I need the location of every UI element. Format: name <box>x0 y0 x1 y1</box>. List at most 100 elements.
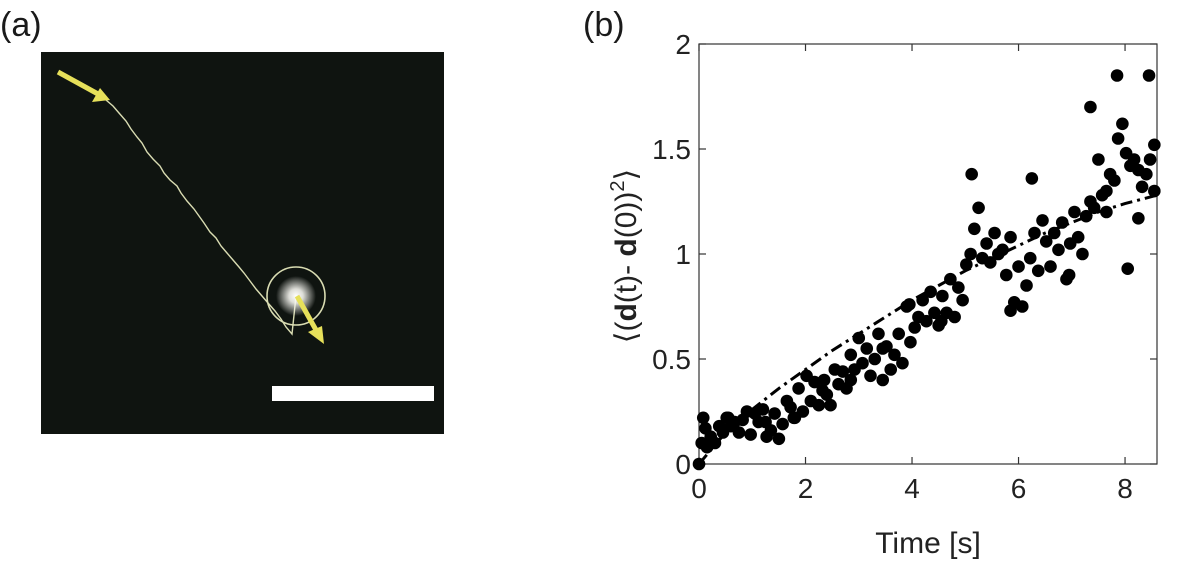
data-point <box>903 298 916 311</box>
image-background <box>41 52 444 434</box>
data-point <box>1135 180 1149 194</box>
data-point <box>784 401 797 414</box>
y-tick-label: 0.5 <box>652 344 691 375</box>
arrow-icon <box>294 294 324 344</box>
data-point <box>792 382 805 395</box>
data-point <box>856 356 869 370</box>
data-point <box>972 201 985 215</box>
data-point <box>965 167 978 181</box>
y-tick-label: 2 <box>675 29 691 60</box>
data-point <box>776 417 789 431</box>
data-point <box>836 365 850 378</box>
data-point <box>817 373 831 387</box>
data-point <box>1100 205 1113 219</box>
data-point <box>1062 268 1076 282</box>
data-point <box>999 268 1013 282</box>
data-point <box>888 348 901 362</box>
data-point <box>980 237 993 250</box>
msd-chart: 0 2 4 6 8 0 0.5 1 1.5 2 <box>652 29 1161 504</box>
data-point <box>1068 205 1081 219</box>
data-point <box>796 405 810 418</box>
data-point <box>896 356 909 370</box>
data-point <box>1140 167 1153 181</box>
data-point <box>904 335 917 349</box>
data-point <box>1084 100 1097 114</box>
data-point <box>1100 184 1113 198</box>
y-tick-label: 0 <box>675 449 691 480</box>
data-point <box>1023 251 1037 265</box>
data-point <box>876 373 890 387</box>
data-point <box>928 306 941 320</box>
data-point <box>1044 260 1057 273</box>
tracking-circle <box>266 266 326 326</box>
data-point <box>860 342 874 355</box>
particle-image <box>41 52 444 434</box>
data-point <box>756 403 770 416</box>
data-point <box>872 327 885 341</box>
data-point <box>864 369 877 383</box>
data-point <box>787 411 801 425</box>
scale-bar <box>272 386 434 401</box>
data-point <box>768 407 781 420</box>
data-point <box>988 226 1001 240</box>
data-point <box>1142 69 1156 82</box>
data-point <box>876 342 890 355</box>
data-point <box>824 398 837 412</box>
y-tick-label: 1.5 <box>652 134 691 165</box>
data-point <box>920 314 933 328</box>
data-point <box>1025 172 1039 185</box>
data-point <box>1052 243 1065 257</box>
data-point <box>1127 153 1141 166</box>
data-point <box>695 436 708 450</box>
x-tick-label: 8 <box>1117 473 1133 504</box>
data-point <box>1092 153 1105 166</box>
data-point <box>1132 212 1145 225</box>
data-point <box>808 375 821 389</box>
data-point <box>1055 216 1069 229</box>
data-point <box>721 411 735 425</box>
data-point <box>1111 132 1125 145</box>
data-point <box>1020 279 1033 292</box>
data-point <box>1143 153 1157 166</box>
data-point <box>1039 235 1053 248</box>
data-point <box>1004 230 1017 244</box>
data-point <box>1148 184 1161 198</box>
x-axis-label: Time [s] <box>875 527 981 560</box>
data-point <box>772 432 786 446</box>
data-point <box>1031 264 1045 278</box>
particle-glow <box>276 276 316 316</box>
data-point <box>820 388 834 402</box>
data-point <box>1071 230 1085 244</box>
y-axis-label: ⟨(d(t)- d(0))2⟩ <box>607 169 643 344</box>
data-point <box>892 327 906 341</box>
particle-trajectory <box>97 91 297 336</box>
x-tick-label: 6 <box>1011 473 1027 504</box>
data-point <box>812 398 826 412</box>
data-point <box>732 426 746 439</box>
data-point <box>868 352 882 366</box>
data-point <box>844 373 858 387</box>
data-point <box>1004 304 1017 318</box>
data-point <box>956 293 969 307</box>
data-point <box>1148 138 1161 152</box>
data-point <box>699 422 712 435</box>
data-point <box>1015 300 1029 313</box>
data-point <box>744 428 757 441</box>
data-point <box>759 415 772 429</box>
arrow-icon <box>56 69 110 102</box>
y-tick-label: 1 <box>675 239 691 270</box>
x-tick-label: 4 <box>904 473 920 504</box>
data-point <box>1076 247 1089 261</box>
data-point <box>948 310 961 324</box>
data-point <box>908 321 921 334</box>
data-point <box>964 247 977 261</box>
data-point <box>1116 117 1129 131</box>
x-tick-label: 2 <box>798 473 814 504</box>
data-point <box>936 289 949 303</box>
data-point <box>1036 214 1049 227</box>
panel-b-label: (b) <box>583 6 625 44</box>
x-tick-label: 0 <box>691 473 707 504</box>
data-point <box>1012 260 1025 273</box>
data-point <box>935 314 948 328</box>
